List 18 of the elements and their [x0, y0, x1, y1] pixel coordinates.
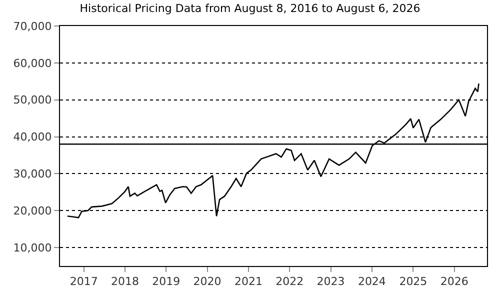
y-tick-label: 10,000 [13, 241, 52, 254]
x-tick-label: 2020 [193, 275, 222, 288]
y-tick-label: 20,000 [13, 204, 52, 218]
y-tick-label: 30,000 [13, 168, 52, 181]
x-tick-label: 2024 [358, 275, 386, 288]
y-tick-label: 60,000 [13, 56, 52, 70]
x-tick-label: 2025 [399, 275, 428, 288]
y-tick-label: 40,000 [13, 130, 52, 144]
x-tick-label: 2021 [234, 275, 263, 288]
y-tick-label: 70,000 [13, 20, 52, 33]
x-tick-label: 2022 [276, 275, 304, 288]
x-tick-label: 2026 [440, 275, 468, 288]
x-tick-label: 2018 [111, 275, 140, 288]
chart-title: Historical Pricing Data from August 8, 2016 to August 6, 2026 [80, 2, 420, 16]
x-tick-label: 2023 [316, 275, 345, 288]
x-tick-label: 2019 [152, 275, 180, 288]
x-tick-label: 2017 [70, 275, 98, 288]
y-tick-label: 50,000 [13, 94, 52, 107]
